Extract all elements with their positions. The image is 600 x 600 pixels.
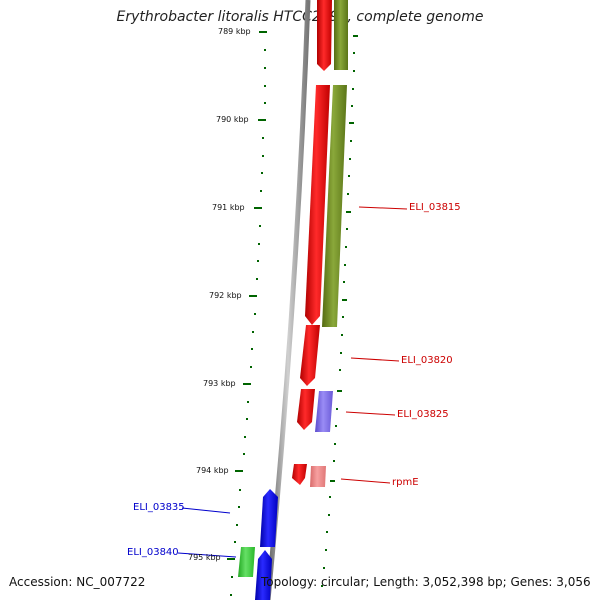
tick-label-791: 791 kbp	[212, 203, 245, 212]
map-title: Erythrobacter litoralis HTCC2594, comple…	[116, 9, 484, 25]
gene-red-4[interactable]	[297, 389, 315, 430]
tick-label-794: 794 kbp	[196, 466, 229, 475]
gene-red-3[interactable]	[300, 325, 320, 386]
genome-summary-text: Topology: circular; Length: 3,052,398 bp…	[261, 575, 591, 589]
gene-blue-2[interactable]	[255, 550, 272, 600]
gene-label-eli-03815[interactable]: ELI_03815	[409, 202, 461, 213]
tick-label-793: 793 kbp	[203, 379, 236, 388]
minor-ticks-right	[321, 35, 358, 587]
minor-ticks-left	[230, 49, 266, 596]
tick-label-789: 789 kbp	[218, 27, 251, 36]
accession-text: Accession: NC_007722	[9, 575, 146, 589]
gene-label-eli-03840[interactable]: ELI_03840	[127, 547, 179, 558]
tick-label-790: 790 kbp	[216, 115, 249, 124]
gene-label-rpme[interactable]: rpmE	[392, 477, 419, 488]
gene-label-eli-03825[interactable]: ELI_03825	[397, 409, 449, 420]
gene-blue-1[interactable]	[260, 489, 278, 547]
gene-pink-rpme[interactable]	[310, 466, 326, 487]
gene-red-2[interactable]	[305, 85, 330, 325]
gene-label-eli-03820[interactable]: ELI_03820	[401, 355, 453, 366]
major-ticks	[227, 31, 267, 560]
tick-label-795: 795 kbp	[188, 553, 221, 562]
gene-purple[interactable]	[315, 391, 333, 432]
leader-lines	[177, 206, 408, 558]
gene-red-5[interactable]	[292, 464, 307, 485]
gene-label-eli-03835[interactable]: ELI_03835	[133, 502, 185, 513]
tick-label-792: 792 kbp	[209, 291, 242, 300]
gene-olive-1[interactable]	[334, 0, 348, 70]
gene-olive-2[interactable]	[322, 85, 347, 327]
gene-red-1[interactable]	[317, 0, 332, 71]
gene-green-eli03840[interactable]	[238, 547, 255, 577]
